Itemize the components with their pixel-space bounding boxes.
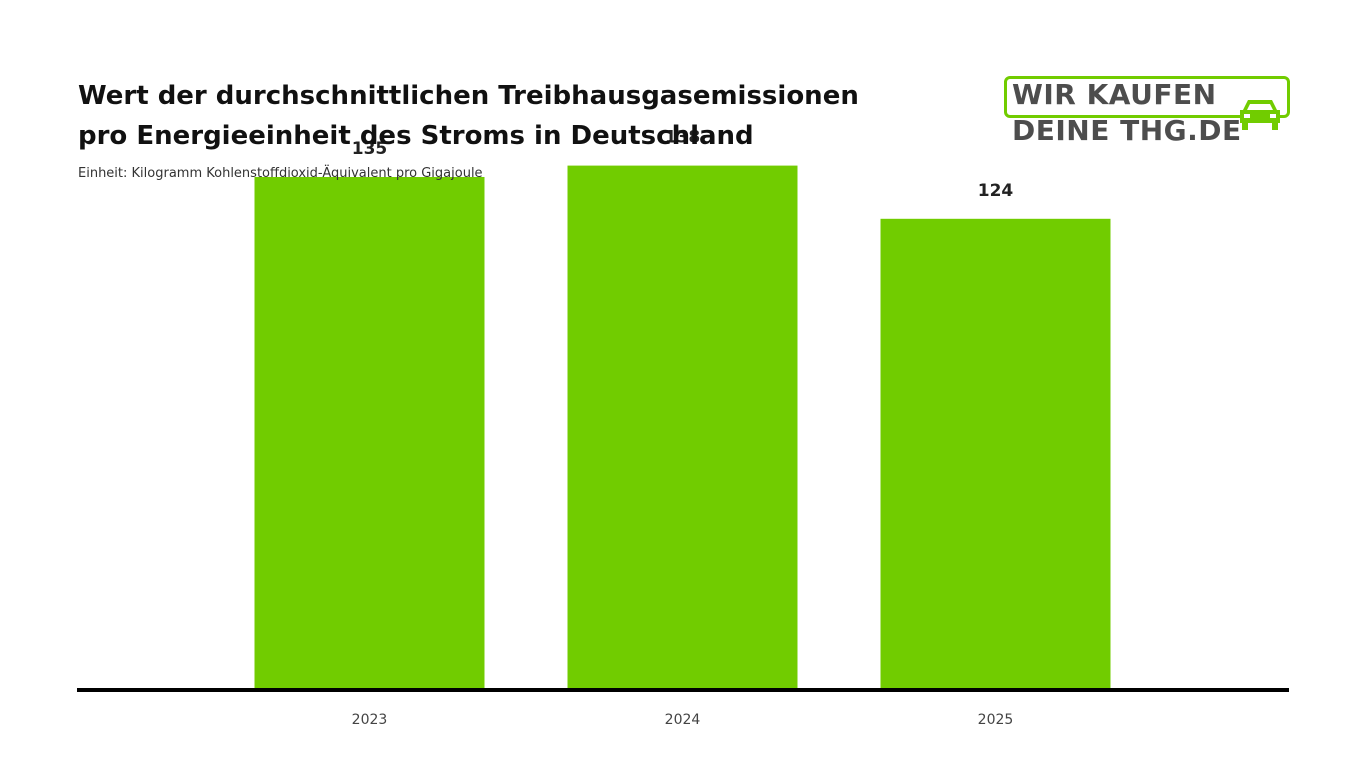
chart-subtitle: Einheit: Kilogramm Kohlenstoffdioxid-Äqu… — [78, 166, 483, 181]
logo-text-line-2: DEINE THG.DE — [1012, 114, 1242, 147]
logo-frame — [1004, 76, 1290, 118]
brand-logo: WIR KAUFEN DEINE THG.DE — [1004, 76, 1290, 148]
bar-2023 — [254, 177, 485, 690]
data-label-2023: 135 — [352, 139, 388, 159]
bars-layer — [254, 165, 1111, 691]
bar-2024 — [567, 165, 798, 691]
data-label-2024: 138 — [665, 128, 701, 148]
bar-2025 — [880, 218, 1111, 691]
car-icon — [1236, 100, 1284, 130]
chart-title-line-1: Wert der durchschnittlichen Treibhausgas… — [78, 81, 859, 111]
value-labels-layer: 135 138 124 — [352, 128, 1014, 201]
x-tick-label-2025: 2025 — [978, 712, 1014, 728]
x-tick-labels-layer: 2023 2024 2025 — [352, 712, 1014, 728]
chart-title: Wert der durchschnittlichen Treibhausgas… — [78, 76, 898, 156]
data-label-2025: 124 — [978, 181, 1014, 201]
x-tick-label-2023: 2023 — [352, 712, 388, 728]
x-tick-label-2024: 2024 — [665, 712, 701, 728]
logo-text-line-1: WIR KAUFEN — [1012, 78, 1217, 111]
chart-title-line-2: pro Energieeinheit des Stroms in Deutsch… — [78, 121, 754, 151]
